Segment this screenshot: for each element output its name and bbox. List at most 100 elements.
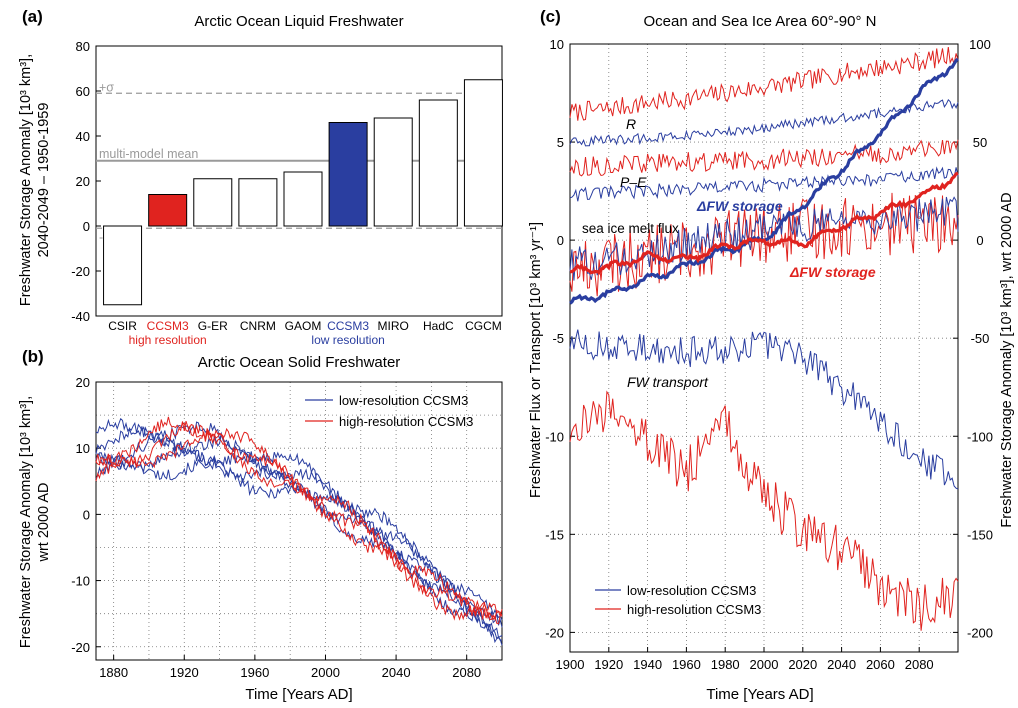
- panel-c-xtick-label: 2020: [788, 657, 817, 672]
- panel-b-ytick-label: 10: [76, 441, 90, 456]
- panel-c-ylabel-left: Freshwater Flux or Transport [10³ km³ yr…: [528, 222, 544, 498]
- panel-a-category-label: HadC: [423, 319, 454, 333]
- panel-c-plot-area: 1050-5-10-15-20100500-50-100-150-2001900…: [545, 37, 993, 672]
- panel-b-series-line: [95, 417, 503, 621]
- panel-a-ytick-label: 60: [76, 84, 90, 99]
- panel-b: (b) Arctic Ocean Solid Freshwater 20 10 0 -…: [18, 347, 503, 703]
- panel-c-xtick-label: 1940: [633, 657, 662, 672]
- panel-b-title: Arctic Ocean Solid Freshwater: [198, 354, 401, 371]
- panel-c-ytick-right-label: -50: [971, 331, 990, 346]
- panel-c-series-line: [569, 192, 959, 297]
- panel-c-ylabel-right: Freshwater Storage Anomaly [10³ km³], wr…: [999, 192, 1015, 527]
- panel-c-ytick-left-label: 5: [557, 135, 564, 150]
- panel-c-annotation-pe: P–E: [620, 174, 647, 190]
- panel-c-ytick-right-label: 0: [976, 233, 983, 248]
- panel-a-bar: [373, 117, 413, 227]
- panel-b-legend-low: low-resolution CCSM3: [339, 393, 468, 408]
- panel-b-ylabel-line1: Freshwater Storage Anomaly [10³ km³],: [18, 396, 34, 648]
- panel-c-xtick-label: 2080: [905, 657, 934, 672]
- panel-a-bar: [283, 171, 323, 227]
- panel-a-category-note: high resolution: [129, 333, 207, 347]
- panel-a-ytick-label: -40: [71, 309, 90, 324]
- panel-a-category-label: GAOM: [285, 319, 322, 333]
- panel-a-bar: [463, 79, 503, 227]
- panel-c-ytick-left-label: -5: [552, 331, 564, 346]
- panel-c-annotation-storage-high: ΔFW storage: [789, 264, 876, 280]
- panel-a-ylabel-line1: Freshwater Storage Anomaly [10³ km³],: [18, 54, 34, 306]
- panel-c-ytick-right-label: -200: [967, 625, 993, 640]
- panel-b-xtick-label: 1880: [99, 665, 128, 680]
- panel-c-ytick-right-label: 100: [969, 37, 991, 52]
- panel-c-series-line: [569, 98, 959, 147]
- panel-c-series-line: [569, 329, 959, 490]
- panel-a-reference-label: multi-model mean: [99, 147, 198, 161]
- panel-a-category-label: CGCM: [465, 319, 502, 333]
- panel-a-bar: [193, 178, 233, 227]
- panel-a-bar: [148, 194, 188, 227]
- panel-c-ytick-right-label: -100: [967, 429, 993, 444]
- panel-b-xlabel: Time [Years AD]: [245, 686, 352, 703]
- panel-a-ytick-label: 40: [76, 129, 90, 144]
- panel-a-ytick-label: 0: [83, 219, 90, 234]
- panel-c-ytick-right-label: -150: [967, 527, 993, 542]
- panel-a-category-label: G-ER: [198, 319, 228, 333]
- panel-b-label: (b): [22, 347, 44, 366]
- panel-b-series-line: [95, 429, 503, 621]
- panel-c-legend-high: high-resolution CCSM3: [627, 602, 761, 617]
- panel-c-series-line: [569, 166, 959, 202]
- panel-a-reference-label: +σ: [99, 80, 114, 94]
- panel-b-xtick-label: 1920: [170, 665, 199, 680]
- panel-a-category-label: CCSM3: [327, 319, 369, 333]
- panel-a: (a) Arctic Ocean Liquid Freshwater 80 60 4…: [18, 7, 503, 347]
- panel-c-ytick-right-label: 50: [973, 135, 987, 150]
- panel-c-title: Ocean and Sea Ice Area 60°-90° N: [644, 13, 877, 30]
- panel-a-bar: [328, 122, 368, 227]
- panel-c-xtick-label: 2000: [750, 657, 779, 672]
- panel-a-bar: [418, 99, 458, 227]
- panel-c-series-line: [569, 139, 959, 177]
- panel-a-bar: [238, 178, 278, 227]
- panel-b-legend-high: high-resolution CCSM3: [339, 414, 473, 429]
- panel-a-title: Arctic Ocean Liquid Freshwater: [194, 13, 403, 30]
- panel-c-ytick-left-label: -10: [545, 429, 564, 444]
- panel-b-xtick-label: 1960: [240, 665, 269, 680]
- panel-c-ytick-left-label: 10: [550, 37, 564, 52]
- panel-c-xtick-label: 1960: [672, 657, 701, 672]
- panel-a-ytick-label: -20: [71, 264, 90, 279]
- panel-b-series-line: [95, 420, 503, 625]
- panel-c-series-line: [569, 196, 959, 281]
- panel-c-ytick-left-label: -20: [545, 625, 564, 640]
- panel-a-ylabel-line2: 2040-2049 – 1950-1959: [36, 103, 52, 258]
- panel-c-xtick-label: 1980: [711, 657, 740, 672]
- panel-c-xlabel: Time [Years AD]: [706, 686, 813, 703]
- panel-c-annotation-melt: sea ice melt flux: [582, 221, 679, 236]
- panel-c-annotation-storage-low: ΔFW storage: [696, 198, 783, 214]
- panel-b-frame: [95, 381, 503, 661]
- panel-c-annotation-r: R: [626, 116, 636, 132]
- panel-c-series-line: [569, 390, 959, 631]
- panel-c-ytick-left-label: -15: [545, 527, 564, 542]
- panel-b-ytick-label: 20: [76, 375, 90, 390]
- panel-c-annotation-fw-transport: FW transport: [627, 374, 709, 390]
- panel-c-xtick-label: 1920: [594, 657, 623, 672]
- panel-c-legend-low: low-resolution CCSM3: [627, 583, 756, 598]
- panel-a-ytick-label: 80: [76, 39, 90, 54]
- panel-c-ytick-left-label: 0: [557, 233, 564, 248]
- panel-a-ytick-label: 20: [76, 174, 90, 189]
- panel-b-xtick-label: 2000: [311, 665, 340, 680]
- panel-c-series-line: [569, 46, 959, 121]
- panel-b-ytick-label: -10: [71, 574, 90, 589]
- panel-b-series-line: [95, 416, 503, 621]
- panel-a-category-label: CCSM3: [147, 319, 189, 333]
- panel-c-label: (c): [540, 7, 561, 26]
- panel-b-xtick-label: 2080: [452, 665, 481, 680]
- panel-c-xtick-label: 2040: [827, 657, 856, 672]
- panel-b-ytick-label: 0: [83, 507, 90, 522]
- panel-a-category-label: MIRO: [378, 319, 409, 333]
- panel-b-xtick-label: 2040: [382, 665, 411, 680]
- panel-a-bar: [103, 225, 143, 306]
- panel-b-plot-area: 20 10 0 -10 -20 1880 1920 1960 2000 2040 2080 low-r…: [71, 375, 503, 680]
- panel-a-category-label: CSIR: [108, 319, 137, 333]
